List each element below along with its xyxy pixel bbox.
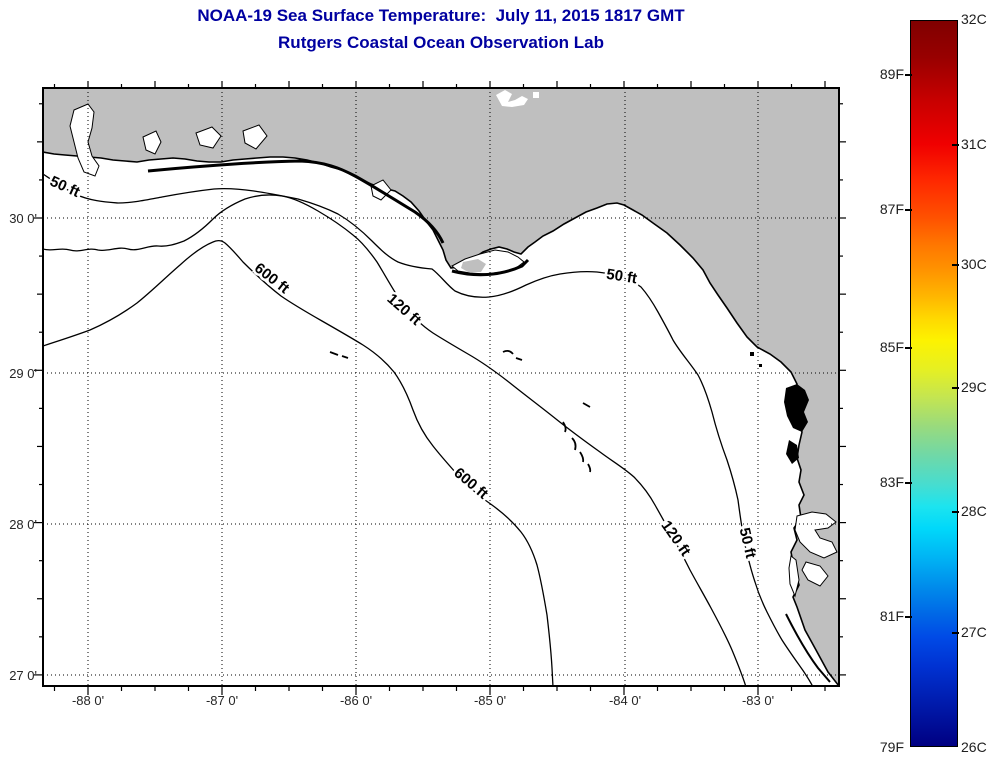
colorbar-tick xyxy=(905,209,912,211)
y-axis-tick-label: 28 0' xyxy=(9,517,37,532)
colorbar-tick xyxy=(905,74,912,76)
y-axis-tick-label: 27 0' xyxy=(9,668,37,683)
colorbar-celsius-label: 29C xyxy=(961,379,987,395)
depth-contours xyxy=(43,173,814,686)
colorbar-celsius-label: 26C xyxy=(961,739,987,755)
x-axis-tick-label: -86 0' xyxy=(340,693,372,708)
colorbar-tick xyxy=(952,511,959,513)
colorbar-tick xyxy=(905,616,912,618)
x-axis-tick-label: -85 0' xyxy=(474,693,506,708)
title-block: NOAA-19 Sea Surface Temperature: July 11… xyxy=(43,2,839,56)
colorbar-fahrenheit-label: 79F xyxy=(879,739,904,755)
lagoon-shoal xyxy=(461,259,486,272)
colorbar-tick xyxy=(952,264,959,266)
cloud-flecks xyxy=(496,90,539,107)
page-title: NOAA-19 Sea Surface Temperature: July 11… xyxy=(197,6,685,25)
shore-blobs xyxy=(750,352,809,464)
contour-120ft xyxy=(43,194,747,686)
y-axis-tick-label: 29 0' xyxy=(9,366,37,381)
x-axis-tick-label: -88 0' xyxy=(72,693,104,708)
colorbar-tick xyxy=(952,632,959,634)
barrier-islands xyxy=(147,159,831,683)
x-axis-tick-label: -87 0' xyxy=(206,693,238,708)
axis-label-layer: -88 0' -87 0' -86 0' -85 0' -84 0' -83 0' 30 0… xyxy=(9,211,774,708)
colorbar-tick xyxy=(952,387,959,389)
axes-box xyxy=(42,87,840,687)
colorbar-celsius-label: 30C xyxy=(961,256,987,272)
x-axis-tick-label: -83 0' xyxy=(742,693,774,708)
colorbar-fahrenheit-label: 87F xyxy=(879,201,904,217)
contour-600ft xyxy=(43,239,554,686)
tick-layer xyxy=(34,81,846,695)
colorbar-fahrenheit-label: 83F xyxy=(879,474,904,490)
colorbar-fahrenheit-label: 85F xyxy=(879,339,904,355)
land-mass xyxy=(43,88,839,686)
page-subtitle: Rutgers Coastal Ocean Observation Lab xyxy=(278,33,604,52)
colorbar-celsius-label: 31C xyxy=(961,136,987,152)
colorbar-tick xyxy=(952,144,959,146)
colorbar-celsius-label: 28C xyxy=(961,503,987,519)
colorbar-celsius-label: 27C xyxy=(961,624,987,640)
colorbar-gradient xyxy=(910,20,958,747)
y-axis-tick-label: 30 0' xyxy=(9,211,37,226)
colorbar-fahrenheit-label: 81F xyxy=(879,608,904,624)
contour-50ft-west xyxy=(43,173,814,686)
colorbar-tick xyxy=(905,347,912,349)
x-axis-tick-label: -84 0' xyxy=(609,693,641,708)
shoal-marks xyxy=(329,349,592,473)
colorbar-celsius-label: 32C xyxy=(961,11,987,27)
colorbar-fahrenheit-label: 89F xyxy=(879,66,904,82)
colorbar-tick xyxy=(905,482,912,484)
